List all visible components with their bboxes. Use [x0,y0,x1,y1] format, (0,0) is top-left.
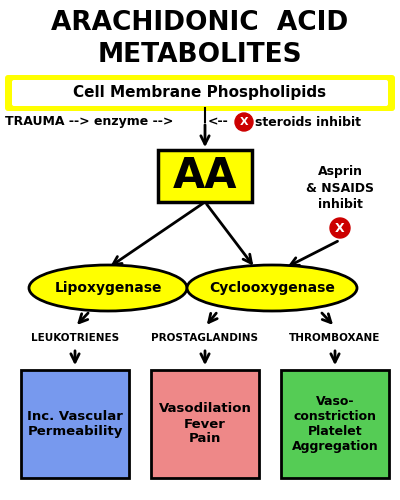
Text: LEUKOTRIENES: LEUKOTRIENES [31,333,119,343]
Text: <--: <-- [208,116,229,128]
Text: X: X [240,117,248,127]
Text: Vaso-
constriction
Platelet
Aggregation: Vaso- constriction Platelet Aggregation [292,395,378,453]
Circle shape [235,113,253,131]
FancyBboxPatch shape [12,80,388,106]
Text: Vasodilation
Fever
Pain: Vasodilation Fever Pain [158,402,252,446]
Bar [158,150,252,202]
Text: steroids inhibit: steroids inhibit [255,116,361,128]
Bar [21,370,129,478]
Text: Lipoxygenase: Lipoxygenase [54,281,162,295]
Text: PROSTAGLANDINS: PROSTAGLANDINS [152,333,258,343]
Text: Inc. Vascular
Permeability: Inc. Vascular Permeability [27,410,123,438]
Text: TRAUMA --> enzyme -->: TRAUMA --> enzyme --> [5,116,173,128]
Circle shape [330,218,350,238]
Text: THROMBOXANE: THROMBOXANE [289,333,381,343]
Text: ARACHIDONIC  ACID: ARACHIDONIC ACID [51,10,349,36]
Text: Cyclooxygenase: Cyclooxygenase [209,281,335,295]
Text: AA: AA [173,155,237,197]
Ellipse shape [29,265,187,311]
Text: METABOLITES: METABOLITES [98,42,302,68]
Ellipse shape [187,265,357,311]
Text: Cell Membrane Phospholipids: Cell Membrane Phospholipids [74,86,326,100]
FancyBboxPatch shape [5,75,395,111]
Text: Asprin
& NSAIDS
inhibit: Asprin & NSAIDS inhibit [306,166,374,210]
Bar [281,370,389,478]
Text: X: X [335,222,345,234]
Bar [151,370,259,478]
